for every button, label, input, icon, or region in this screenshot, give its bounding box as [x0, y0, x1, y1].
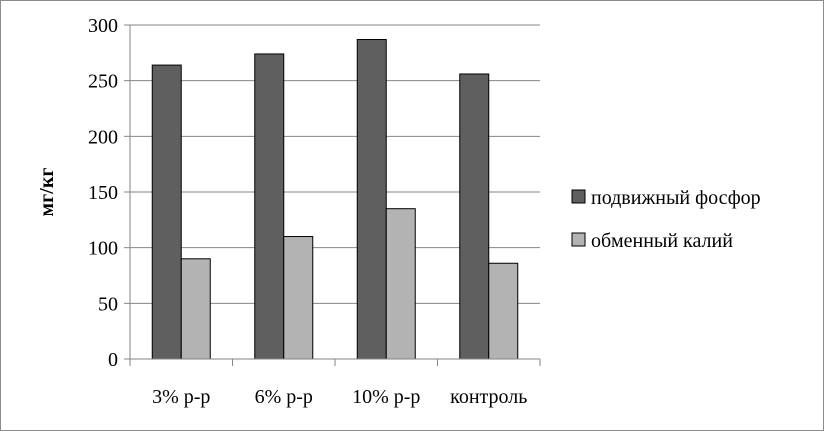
bar-phosphorus [459, 73, 490, 360]
bar-phosphorus [356, 38, 387, 360]
legend-label: подвижный фосфор [591, 187, 761, 209]
axes [124, 24, 541, 366]
x-tick-label: 3% р-р [152, 386, 210, 408]
y-tick-label: 150 [88, 182, 118, 204]
legend: подвижный фосфор обменный калий [571, 187, 761, 252]
y-tick-label: 100 [88, 238, 118, 260]
x-tick-label: 6% р-р [255, 386, 313, 408]
bar-potassium [180, 258, 211, 360]
x-tick-label: контроль [450, 386, 527, 408]
bar-potassium [488, 262, 519, 360]
y-tick-label: 300 [88, 15, 118, 37]
x-tick-label: 10% р-р [352, 386, 420, 408]
y-tick-labels: 0 50 100 150 200 250 300 [88, 15, 118, 371]
bars [151, 38, 519, 360]
y-tick-label: 50 [98, 293, 118, 315]
y-tick-label: 0 [108, 349, 118, 371]
y-tick-label: 250 [88, 71, 118, 93]
y-tick-label: 200 [88, 126, 118, 148]
bar-potassium [283, 236, 314, 360]
bar-phosphorus [254, 53, 285, 360]
x-tick-labels: 3% р-р 6% р-р 10% р-р контроль [152, 386, 527, 408]
y-axis-title: мг/кг [36, 168, 58, 217]
bar-potassium [385, 208, 416, 360]
legend-swatch [571, 189, 586, 204]
legend-swatch [571, 232, 586, 247]
bar-phosphorus [151, 64, 182, 360]
legend-label: обменный калий [591, 230, 733, 252]
